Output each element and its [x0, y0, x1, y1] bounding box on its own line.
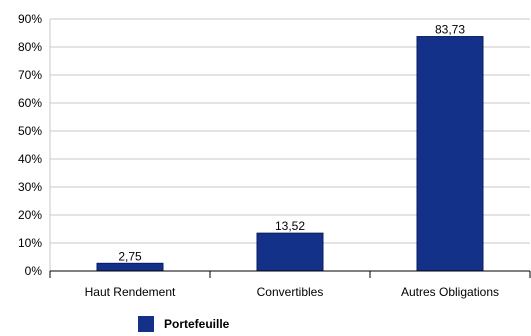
bars	[96, 36, 484, 272]
y-tick-label: 30%	[18, 180, 42, 194]
x-category-label: Convertibles	[257, 285, 324, 299]
data-label: 13,52	[275, 219, 305, 233]
y-tick-label: 70%	[18, 68, 42, 82]
legend-label: Portefeuille	[164, 317, 230, 331]
y-tick-label: 0%	[25, 264, 43, 278]
y-tick-label: 80%	[18, 40, 42, 54]
bar	[96, 262, 164, 272]
x-category-label: Haut Rendement	[85, 285, 176, 299]
y-tick-label: 20%	[18, 208, 42, 222]
data-label: 2,75	[118, 249, 142, 263]
y-tick-label: 90%	[18, 12, 42, 26]
y-tick-label: 40%	[18, 152, 42, 166]
x-axis: Haut Rendement Convertibles Autres Obligat…	[49, 270, 531, 299]
y-tick-label: 60%	[18, 96, 42, 110]
y-tick-label: 50%	[18, 124, 42, 138]
grid-lines	[49, 18, 530, 272]
legend-swatch	[138, 316, 154, 332]
y-axis-ticks: 0% 10% 20% 30% 40% 50% 60% 70% 80% 90%	[18, 12, 42, 278]
bar	[256, 232, 324, 272]
bar	[416, 36, 484, 272]
y-tick-label: 10%	[18, 236, 42, 250]
x-category-label: Autres Obligations	[401, 285, 499, 299]
legend: Portefeuille	[138, 316, 229, 332]
data-labels: 2,75 13,52 83,73	[118, 23, 465, 264]
data-label: 83,73	[435, 23, 465, 37]
